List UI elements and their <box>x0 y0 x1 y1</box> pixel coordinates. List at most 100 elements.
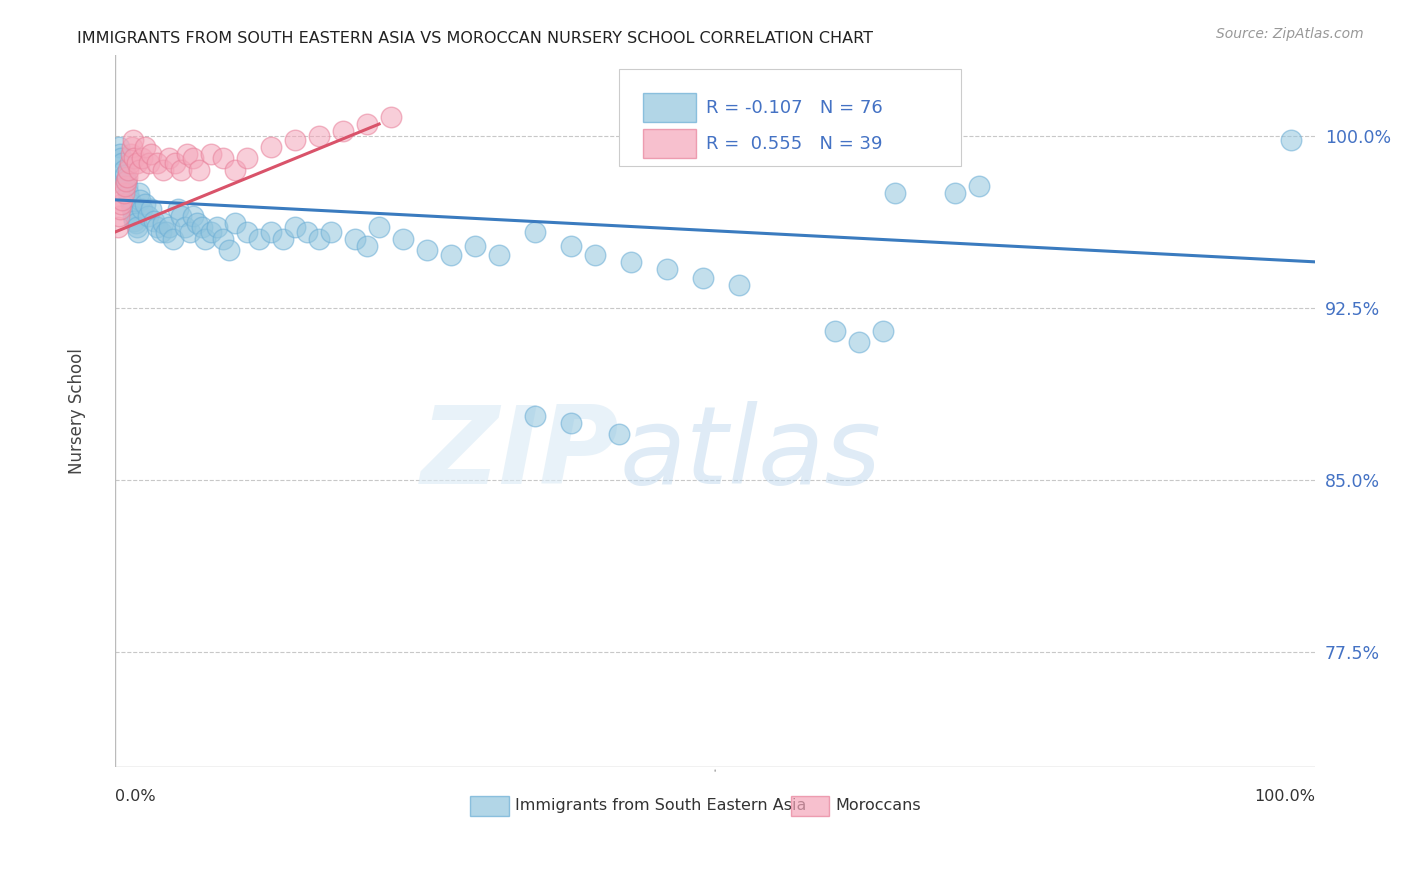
Point <box>284 133 307 147</box>
Point <box>128 163 150 178</box>
Point <box>884 186 907 200</box>
Text: Nursery School: Nursery School <box>67 348 86 474</box>
Point <box>131 152 153 166</box>
Point <box>122 209 145 223</box>
Point <box>692 271 714 285</box>
Point <box>247 232 270 246</box>
Point <box>218 244 240 258</box>
Point <box>136 209 159 223</box>
Point <box>236 152 259 166</box>
Point <box>107 140 129 154</box>
Point <box>356 117 378 131</box>
Point <box>620 255 643 269</box>
Text: R = -0.107   N = 76: R = -0.107 N = 76 <box>706 99 883 117</box>
Point <box>128 186 150 200</box>
Text: 100.0%: 100.0% <box>1254 789 1315 804</box>
Point <box>152 163 174 178</box>
Point <box>149 225 172 239</box>
Point <box>308 128 330 143</box>
Point <box>117 163 139 178</box>
Point <box>166 202 188 216</box>
Point <box>380 110 402 124</box>
Point <box>607 427 630 442</box>
Point <box>146 156 169 170</box>
Point <box>200 225 222 239</box>
Point <box>188 163 211 178</box>
Point <box>271 232 294 246</box>
Point <box>118 156 141 170</box>
Point <box>872 324 894 338</box>
Point <box>142 213 165 227</box>
Point <box>124 216 146 230</box>
Point <box>124 152 146 166</box>
Point <box>122 133 145 147</box>
Point <box>110 197 132 211</box>
Point <box>344 232 367 246</box>
Point <box>416 244 439 258</box>
Point <box>181 209 204 223</box>
Point <box>1279 133 1302 147</box>
Point <box>139 202 162 216</box>
Text: atlas: atlas <box>619 401 882 507</box>
FancyBboxPatch shape <box>643 94 696 122</box>
Point <box>488 248 510 262</box>
Point <box>655 261 678 276</box>
FancyBboxPatch shape <box>643 129 696 158</box>
Point <box>114 168 136 182</box>
Point <box>125 220 148 235</box>
Text: IMMIGRANTS FROM SOUTH EASTERN ASIA VS MOROCCAN NURSERY SCHOOL CORRELATION CHART: IMMIGRANTS FROM SOUTH EASTERN ASIA VS MO… <box>77 31 873 46</box>
Point <box>165 156 187 170</box>
Point <box>967 179 990 194</box>
Point <box>127 225 149 239</box>
Point <box>224 163 246 178</box>
Point <box>125 156 148 170</box>
Point <box>110 152 132 166</box>
Point <box>152 216 174 230</box>
Point <box>212 152 235 166</box>
Point <box>392 232 415 246</box>
Point <box>440 248 463 262</box>
Point <box>524 225 547 239</box>
Point <box>524 409 547 423</box>
Point <box>560 416 582 430</box>
Point <box>284 220 307 235</box>
FancyBboxPatch shape <box>790 796 830 816</box>
Point <box>129 193 152 207</box>
Text: Immigrants from South Eastern Asia: Immigrants from South Eastern Asia <box>515 798 806 814</box>
Point <box>108 147 131 161</box>
Point <box>260 140 283 154</box>
Point <box>134 140 156 154</box>
Point <box>170 163 193 178</box>
Point <box>131 202 153 216</box>
Point <box>200 147 222 161</box>
Point <box>260 225 283 239</box>
Point <box>118 193 141 207</box>
Point <box>321 225 343 239</box>
Point <box>111 156 134 170</box>
Point <box>464 239 486 253</box>
Text: ZIP: ZIP <box>420 401 619 507</box>
Point <box>108 202 131 216</box>
Point <box>114 179 136 194</box>
Point <box>111 193 134 207</box>
Point <box>583 248 606 262</box>
Point <box>356 239 378 253</box>
Point <box>117 186 139 200</box>
Point <box>224 216 246 230</box>
Point <box>115 179 138 194</box>
Point <box>115 174 138 188</box>
FancyBboxPatch shape <box>619 70 962 166</box>
Point <box>146 220 169 235</box>
Point <box>124 213 146 227</box>
Point <box>112 186 135 200</box>
Point <box>212 232 235 246</box>
Point <box>179 225 201 239</box>
Point <box>186 216 208 230</box>
Text: Moroccans: Moroccans <box>835 798 921 814</box>
Text: 0.0%: 0.0% <box>115 789 156 804</box>
Point <box>170 209 193 223</box>
Point <box>155 225 177 239</box>
Point <box>848 335 870 350</box>
Point <box>107 220 129 235</box>
Point <box>138 156 160 170</box>
